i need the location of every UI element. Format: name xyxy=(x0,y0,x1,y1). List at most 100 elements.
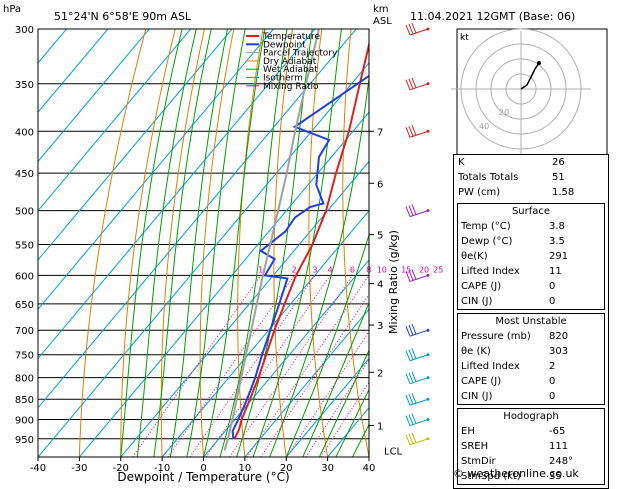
most-unstable-value: 820 xyxy=(549,331,569,342)
temp-tick-label: 10 xyxy=(239,463,252,474)
asl-label: ASL xyxy=(373,16,392,27)
surface-rows: Temp (°C) 3.8 Dewp (°C) 3.5 θe(K) 291 Lifted I… xyxy=(458,219,604,309)
surface-row: Lifted Index 11 xyxy=(458,264,604,279)
legend-label: Mixing Ratio xyxy=(263,82,319,92)
pressure-tick-label: 300 xyxy=(15,25,34,36)
dry-adiabat-line xyxy=(408,29,452,457)
isotherm-line xyxy=(38,62,369,457)
wet-adiabat-line xyxy=(252,29,342,457)
isotherm-line xyxy=(78,111,369,457)
dry-adiabat-line xyxy=(160,29,205,457)
wet-adiabat-line xyxy=(335,388,369,457)
wind-barb-flag xyxy=(405,434,411,445)
index-row: Totals Totals 51 xyxy=(454,170,608,185)
index-label: Totals Totals xyxy=(458,172,519,183)
temp-tick-label: -30 xyxy=(71,463,87,474)
wind-barb-flag xyxy=(411,204,417,215)
wind-barb-flag xyxy=(408,78,414,89)
wind-barb-dot xyxy=(426,353,430,357)
series-clip xyxy=(223,29,369,451)
wind-barb-dot xyxy=(426,376,430,380)
surface-value: 0 xyxy=(549,281,556,292)
wind-barb-flag xyxy=(408,394,414,405)
surface-label: Dewp (°C) xyxy=(461,236,513,247)
plot-frame xyxy=(37,28,370,458)
surface-row: Dewp (°C) 3.5 xyxy=(458,234,604,249)
wind-barb-flag xyxy=(405,79,411,90)
index-value: 1.58 xyxy=(552,187,575,198)
hodograph-value: -65 xyxy=(549,426,566,437)
wind-barb-dot xyxy=(426,129,430,133)
most-unstable-section: Most Unstable Pressure (mb) 820 θe (K) 303 L… xyxy=(457,313,605,405)
most-unstable-row: θe (K) 303 xyxy=(458,344,604,359)
chart-grid: 1 2 3 4 6 8 10 15 20 25 xyxy=(38,29,452,457)
hodograph: kt 20 40 xyxy=(451,28,608,170)
hodograph-title: Hodograph xyxy=(503,411,559,422)
wet-adiabat-line xyxy=(169,29,228,457)
wet-adiabat-line xyxy=(153,29,212,457)
km-tick-label: 6 xyxy=(377,179,383,190)
wind-barbs xyxy=(405,22,430,446)
wind-barb-dot xyxy=(426,328,430,332)
wind-barb-flag xyxy=(411,324,417,335)
wet-adiabat-line xyxy=(120,29,183,457)
km-tick-label: 3 xyxy=(377,321,383,332)
wet-adiabat-line xyxy=(219,29,288,457)
wind-barb-flag xyxy=(411,348,417,359)
mixing-ratio-label: 6 xyxy=(350,265,355,274)
temp-tick-label: -20 xyxy=(113,463,129,474)
chart-axes: 3003504004505005506006507007508008509009… xyxy=(3,4,575,484)
wind-barb-flag xyxy=(405,271,411,282)
hodograph-label: SREH xyxy=(461,441,489,452)
wind-barb-flag xyxy=(405,127,411,138)
isotherm-line xyxy=(38,29,150,163)
wind-barb-dot xyxy=(426,209,430,213)
hodograph-rows: EH -65 SREH 111 StmDir 248° StmSpd (kt) 35 xyxy=(458,424,604,484)
most-unstable-title: Most Unstable xyxy=(495,316,567,327)
grid-clip xyxy=(38,29,452,457)
wind-barb-dot xyxy=(426,397,430,401)
temp-tick-label: 20 xyxy=(280,463,293,474)
surface-value: 11 xyxy=(549,266,562,277)
hodograph-storm-marker xyxy=(537,61,541,65)
wind-barb-dot xyxy=(426,273,430,277)
hodograph-label: StmDir xyxy=(461,456,496,467)
lcl-label: LCL xyxy=(384,447,403,458)
index-row: K 26 xyxy=(454,155,608,170)
wind-barb-flag xyxy=(408,349,414,360)
temp-tick-label: 0 xyxy=(200,463,206,474)
wind-barb-flag xyxy=(411,371,417,382)
mixing-ratio-label: 4 xyxy=(328,265,333,274)
surface-title: Surface xyxy=(511,206,551,217)
hodograph-ring-label: 20 xyxy=(499,108,509,117)
mixing-ratio-label: 1 xyxy=(258,265,263,274)
pressure-tick-label: 900 xyxy=(15,416,34,427)
wet-adiabat-line xyxy=(203,29,266,457)
mixing-ratio-line xyxy=(167,275,295,457)
most-unstable-row: CIN (J) 0 xyxy=(458,389,604,404)
mixing-ratio-line xyxy=(205,275,331,457)
surface-label: Temp (°C) xyxy=(461,221,511,232)
dry-adiabat-line xyxy=(308,29,329,457)
mixing-ratio-axis-label: Mixing Ratio (g/kg) xyxy=(387,230,400,334)
wind-barb-flag xyxy=(405,24,411,36)
wet-adiabat-line xyxy=(302,301,369,457)
hodograph-ring-label: 40 xyxy=(479,122,489,131)
wind-barb-flag xyxy=(405,395,411,406)
index-value: 26 xyxy=(552,157,565,168)
chart-series xyxy=(223,29,369,451)
surface-value: 291 xyxy=(549,251,569,262)
hodograph-label: StmSpd (kt) xyxy=(461,471,521,482)
surface-row: CAPE (J) 0 xyxy=(458,279,604,294)
temp-tick-label: 30 xyxy=(321,463,334,474)
pressure-tick-label: 350 xyxy=(15,80,34,91)
isotherm-line xyxy=(161,209,369,457)
isotherm-line xyxy=(38,29,109,113)
wind-barb-flag xyxy=(411,77,417,88)
km-label: km xyxy=(373,4,389,15)
wind-barb-flag xyxy=(405,326,411,337)
hodograph-label: EH xyxy=(461,426,475,437)
